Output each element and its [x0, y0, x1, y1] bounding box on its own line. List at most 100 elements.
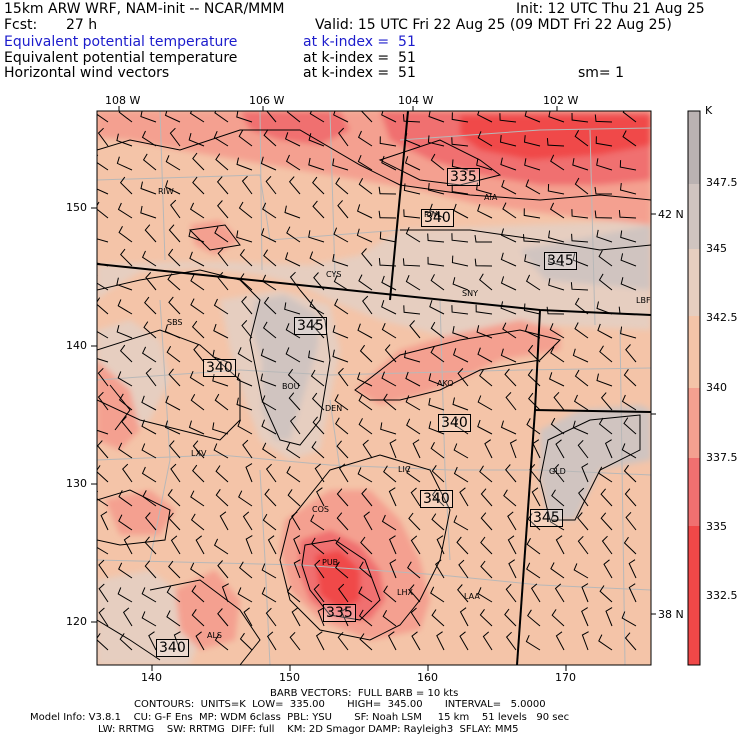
- contour-label: 340: [420, 490, 453, 508]
- wind-barb: [403, 209, 421, 219]
- wind-barb: [479, 465, 493, 483]
- wind-barb: [141, 419, 157, 435]
- wind-barb: [193, 344, 205, 363]
- wind-barb: [596, 301, 613, 315]
- wind-barb: [427, 183, 445, 195]
- colorbar-label: 337.5: [706, 451, 738, 464]
- top-lon-label: 106 W: [249, 94, 285, 107]
- wind-barb: [581, 463, 589, 483]
- wind-barb: [317, 607, 325, 627]
- wind-barb: [428, 111, 445, 123]
- field-name-contour: Equivalent potential temperature: [4, 50, 238, 66]
- theta-e-contours: [97, 129, 651, 665]
- wind-barb: [243, 607, 253, 627]
- wind-barb: [431, 488, 445, 507]
- wind-barb: [359, 633, 373, 651]
- wind-barb: [216, 176, 229, 195]
- wind-barb: [479, 609, 493, 627]
- wind-barb: [241, 320, 253, 339]
- wind-barb: [550, 417, 565, 435]
- wind-barb: [430, 586, 445, 603]
- wind-barb: [574, 297, 589, 315]
- wind-barb: [333, 111, 349, 123]
- wind-barb: [262, 513, 277, 531]
- wind-barb: [165, 155, 181, 171]
- wind-barb: [238, 201, 253, 219]
- wind-barb: [192, 176, 205, 195]
- wind-barb: [97, 633, 109, 651]
- wind-barb: [190, 298, 205, 315]
- colorbar-347: [688, 111, 700, 184]
- wind-barb: [452, 326, 469, 339]
- wind-barb: [428, 373, 445, 387]
- wind-barb: [407, 561, 421, 579]
- wind-barb: [140, 111, 157, 123]
- wind-barb: [236, 372, 253, 387]
- wind-barb: [141, 443, 157, 459]
- wind-barb: [572, 253, 589, 267]
- valid-time: Valid: 15 UTC Fri 22 Aug 25 (09 MDT Fri …: [315, 17, 672, 33]
- station-label: RWL: [424, 210, 442, 219]
- wind-barb: [144, 224, 157, 243]
- wind-barb: [333, 274, 349, 291]
- wind-barb: [310, 369, 325, 387]
- colorbar-337: [688, 388, 700, 458]
- wind-barb: [550, 562, 565, 579]
- wind-barb: [480, 512, 493, 531]
- wind-barb: [500, 348, 517, 363]
- wind-barb: [122, 607, 133, 627]
- wind-barb: [504, 368, 517, 387]
- wind-barb: [526, 562, 541, 579]
- wind-barb: [145, 512, 157, 531]
- wind-barb: [170, 535, 181, 555]
- wind-barb: [263, 296, 277, 315]
- wind-barb: [314, 463, 325, 483]
- wind-barb: [260, 373, 277, 387]
- wind-barb: [308, 230, 325, 243]
- wind-barb: [410, 607, 421, 627]
- contour-label: 345: [544, 252, 577, 270]
- wind-barb: [479, 273, 493, 291]
- wind-barb: [293, 559, 301, 579]
- wind-barb: [500, 228, 517, 243]
- wind-barb: [284, 302, 301, 315]
- wind-barb: [554, 583, 565, 603]
- barb-legend: BARB VECTORS: FULL BARB = 10 kts: [270, 688, 459, 699]
- wind-barb: [500, 276, 517, 291]
- wind-barb: [527, 344, 541, 363]
- wind-barb: [531, 487, 541, 507]
- station-label: GLD: [549, 467, 566, 476]
- colorbar-332: [688, 526, 700, 665]
- wind-barb: [359, 561, 373, 579]
- wind-barb: [382, 609, 397, 627]
- wind-barb: [594, 186, 613, 195]
- wind-barb: [98, 559, 109, 579]
- wind-barb: [382, 393, 397, 411]
- wind-barb: [239, 561, 253, 579]
- x-tick-label: 160: [417, 671, 438, 684]
- wind-barb: [164, 324, 181, 339]
- wind-barb: [118, 442, 133, 459]
- contour-label: 345: [530, 509, 563, 527]
- wind-barb: [362, 295, 373, 315]
- wind-barb: [333, 227, 349, 243]
- wind-barb: [548, 111, 565, 123]
- wind-barb: [97, 539, 109, 555]
- wind-barb: [523, 303, 541, 315]
- wind-barb: [285, 347, 301, 363]
- wind-barb: [502, 202, 517, 219]
- wind-barb: [526, 418, 541, 435]
- wind-barb: [509, 439, 517, 459]
- wind-barb: [594, 210, 613, 219]
- wind-barb: [311, 392, 325, 411]
- model-title: 15km ARW WRF, NAM-init -- NCAR/MMM: [4, 1, 285, 17]
- wind-barb: [119, 176, 133, 195]
- wind-barb: [598, 273, 613, 291]
- wind-barb: [436, 631, 445, 651]
- field-level-wind: at k-index = 51: [303, 65, 416, 81]
- y-tick-label: 130: [66, 477, 87, 490]
- wind-barb: [459, 487, 469, 507]
- wind-barb: [406, 466, 421, 483]
- wind-barb: [213, 298, 229, 315]
